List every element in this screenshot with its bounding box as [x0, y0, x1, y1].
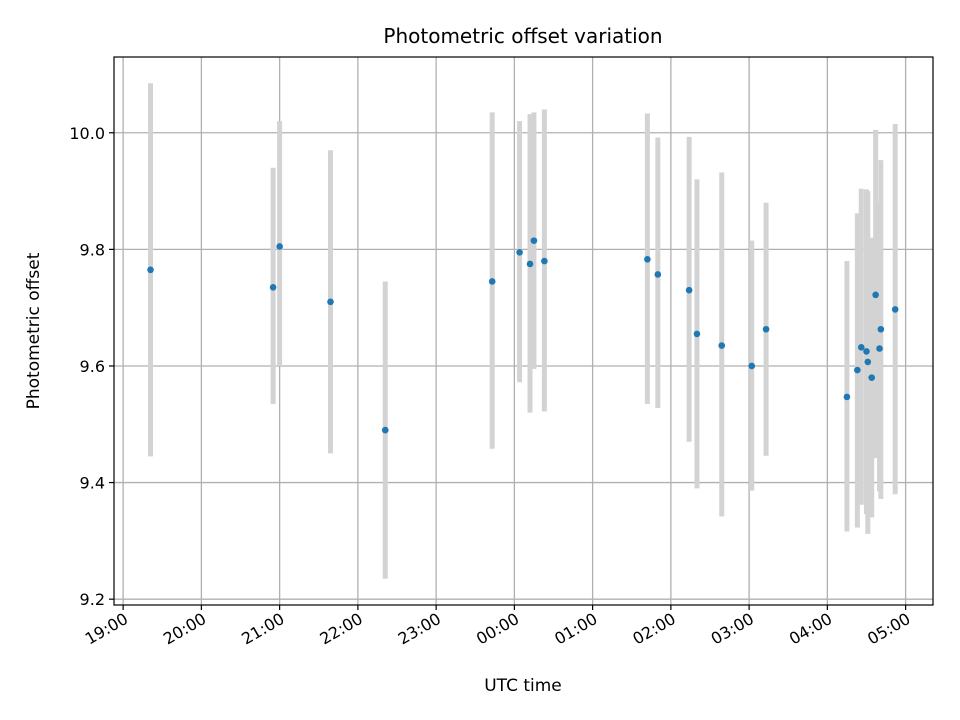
data-points	[147, 237, 899, 434]
x-tick-label: 23:00	[395, 609, 444, 649]
data-point	[876, 345, 883, 352]
data-point	[276, 243, 283, 250]
y-axis-label: Photometric offset	[24, 252, 44, 409]
data-point	[843, 393, 851, 401]
chart-title: Photometric offset variation	[383, 24, 662, 48]
data-point	[530, 237, 538, 244]
x-tick-label: 03:00	[708, 609, 757, 649]
data-point	[748, 362, 756, 370]
x-tick-label: 20:00	[160, 609, 209, 649]
data-point	[526, 260, 534, 268]
x-tick-label: 19:00	[82, 609, 131, 649]
grid	[114, 57, 933, 605]
data-point	[147, 266, 154, 274]
x-tick-label: 04:00	[786, 609, 835, 649]
error-bars	[148, 83, 898, 579]
y-tick-label: 9.4	[80, 474, 105, 493]
data-point	[381, 426, 389, 434]
data-point	[327, 298, 334, 306]
plot-frame	[113, 56, 934, 606]
data-point	[644, 255, 651, 263]
x-tick-label: 22:00	[316, 609, 365, 649]
data-point	[854, 366, 861, 374]
data-point	[857, 344, 865, 351]
data-point	[864, 358, 872, 366]
data-point	[762, 325, 770, 333]
x-tick-label: 21:00	[238, 609, 287, 649]
data-point	[693, 330, 701, 338]
data-point	[868, 374, 876, 381]
data-point	[541, 257, 548, 265]
data-point	[718, 342, 726, 349]
y-tick-label: 9.2	[80, 590, 105, 609]
data-point	[516, 248, 523, 256]
data-point	[891, 306, 899, 313]
x-tick-label: 01:00	[551, 609, 600, 649]
data-point	[685, 286, 693, 294]
data-point	[654, 271, 662, 278]
y-tick-label: 10.0	[69, 124, 105, 143]
data-point	[488, 278, 496, 285]
data-point	[269, 283, 277, 291]
data-point	[863, 348, 870, 355]
data-point	[872, 291, 879, 299]
data-point	[877, 325, 885, 333]
y-tick-label: 9.8	[80, 240, 105, 259]
x-tick-label: 02:00	[629, 609, 678, 649]
x-tick-label: 05:00	[864, 609, 913, 649]
x-axis-label: UTC time	[484, 676, 562, 696]
x-tick-label: 00:00	[473, 609, 522, 649]
y-tick-label: 9.6	[80, 357, 105, 376]
